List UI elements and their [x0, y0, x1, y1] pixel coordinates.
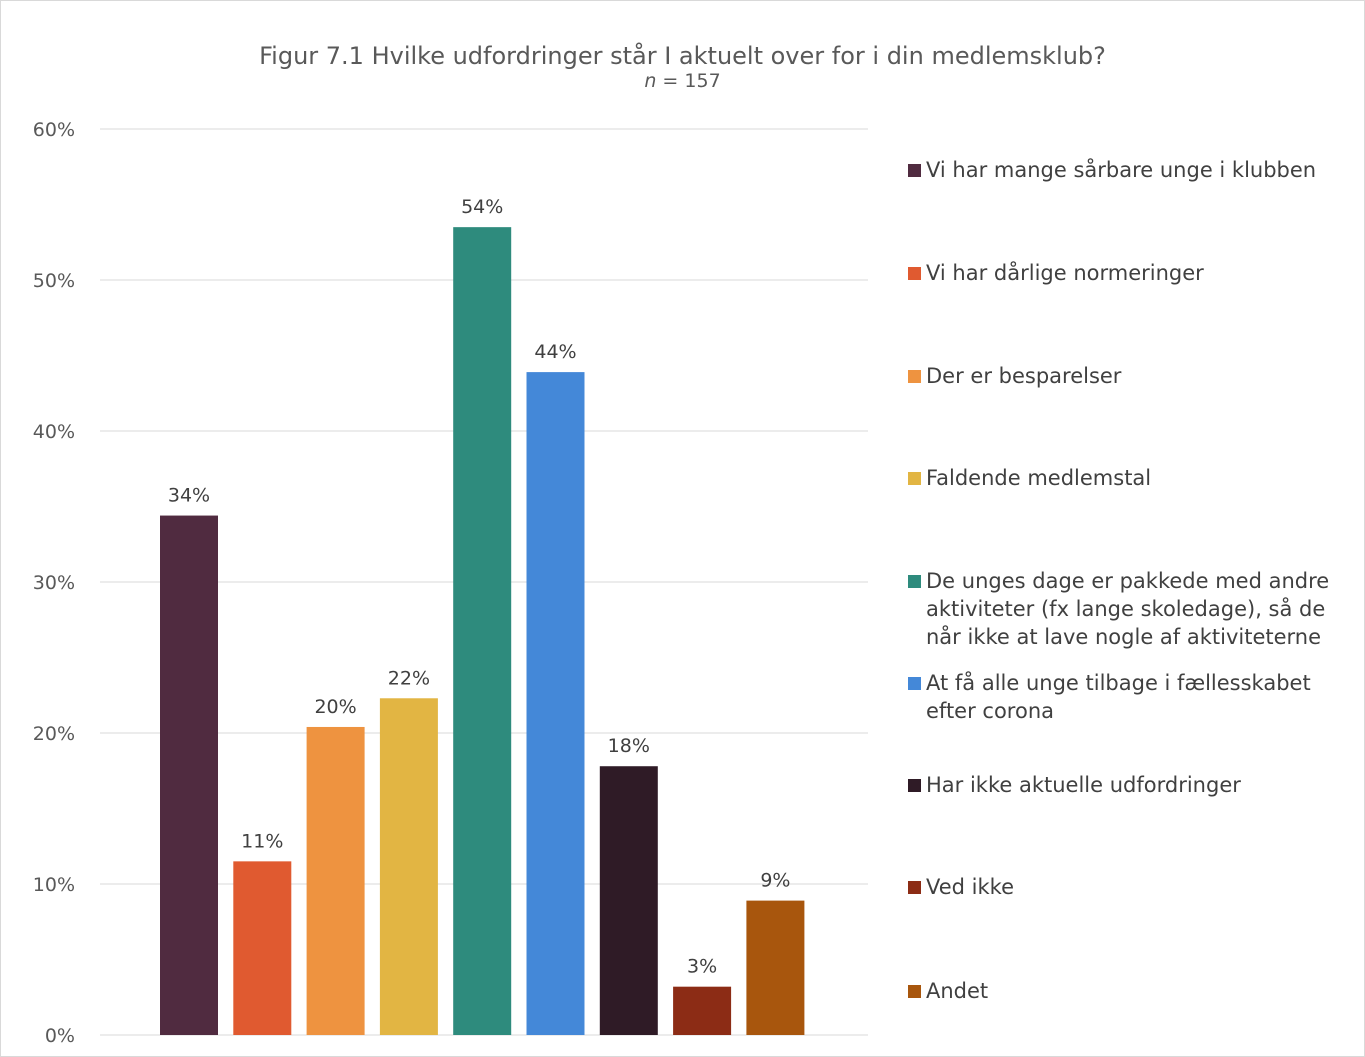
legend-swatch [908, 370, 921, 383]
bar-data-label: 11% [241, 830, 283, 852]
legend-swatch [908, 779, 921, 792]
legend-label: Har ikke aktuelle udfordringer [926, 773, 1241, 797]
legend-label: Andet [926, 979, 989, 1003]
bar-data-label: 18% [608, 735, 650, 757]
y-tick-label: 50% [33, 270, 75, 292]
legend-item: Ved ikke [908, 873, 1358, 901]
legend-label: Faldende medlemstal [926, 466, 1152, 490]
legend-item: Faldende medlemstal [908, 464, 1358, 492]
legend-item: De unges dage er pakkede med andre aktiv… [908, 567, 1358, 651]
bar-data-label: 3% [687, 956, 717, 978]
legend-swatch [908, 881, 921, 894]
subtitle-count: = 157 [656, 70, 721, 92]
bar-data-label: 54% [461, 196, 503, 218]
legend-item: Vi har dårlige normeringer [908, 259, 1358, 287]
y-tick-label: 60% [33, 119, 75, 141]
legend-item: Vi har mange sårbare unge i klubben [908, 156, 1358, 184]
bar-data-label: 22% [388, 667, 430, 689]
bar-data-label: 44% [534, 341, 576, 363]
bar-data-label: 20% [314, 696, 356, 718]
chart-subtitle: n = 157 [0, 70, 1365, 92]
legend-swatch [908, 472, 921, 485]
legend-item: Andet [908, 977, 1358, 1005]
legend-label: Vi har mange sårbare unge i klubben [926, 158, 1317, 182]
bar [746, 900, 805, 1035]
y-tick-label: 30% [33, 572, 75, 594]
legend-swatch [908, 985, 921, 998]
legend-swatch [908, 575, 921, 588]
y-tick-label: 10% [33, 874, 75, 896]
bar [599, 766, 658, 1035]
legend-label: De unges dage er pakkede med andre aktiv… [926, 569, 1330, 649]
chart-title: Figur 7.1 Hvilke udfordringer står I akt… [259, 42, 1106, 70]
bar [379, 698, 438, 1035]
legend-item: At få alle unge tilbage i fællesskabet e… [908, 669, 1358, 725]
bar [526, 372, 585, 1035]
bar [233, 861, 292, 1035]
legend-item: Der er besparelser [908, 362, 1358, 390]
legend-item: Har ikke aktuelle udfordringer [908, 771, 1358, 799]
legend-label: Ved ikke [926, 875, 1014, 899]
y-tick-label: 40% [33, 421, 75, 443]
y-tick-label: 0% [45, 1025, 75, 1047]
bar [453, 227, 512, 1035]
legend-label: At få alle unge tilbage i fællesskabet e… [926, 671, 1311, 723]
bar [673, 986, 732, 1035]
bar [160, 515, 218, 1035]
legend-label: Vi har dårlige normeringer [926, 261, 1204, 285]
subtitle-n: n [644, 70, 657, 92]
legend-swatch [908, 267, 921, 280]
legend-swatch [908, 677, 921, 690]
bar [306, 726, 365, 1035]
bar-data-label: 9% [760, 870, 790, 892]
legend-label: Der er besparelser [926, 364, 1122, 388]
legend-swatch [908, 164, 921, 177]
bar-data-label: 34% [168, 485, 210, 507]
y-tick-label: 20% [33, 723, 75, 745]
